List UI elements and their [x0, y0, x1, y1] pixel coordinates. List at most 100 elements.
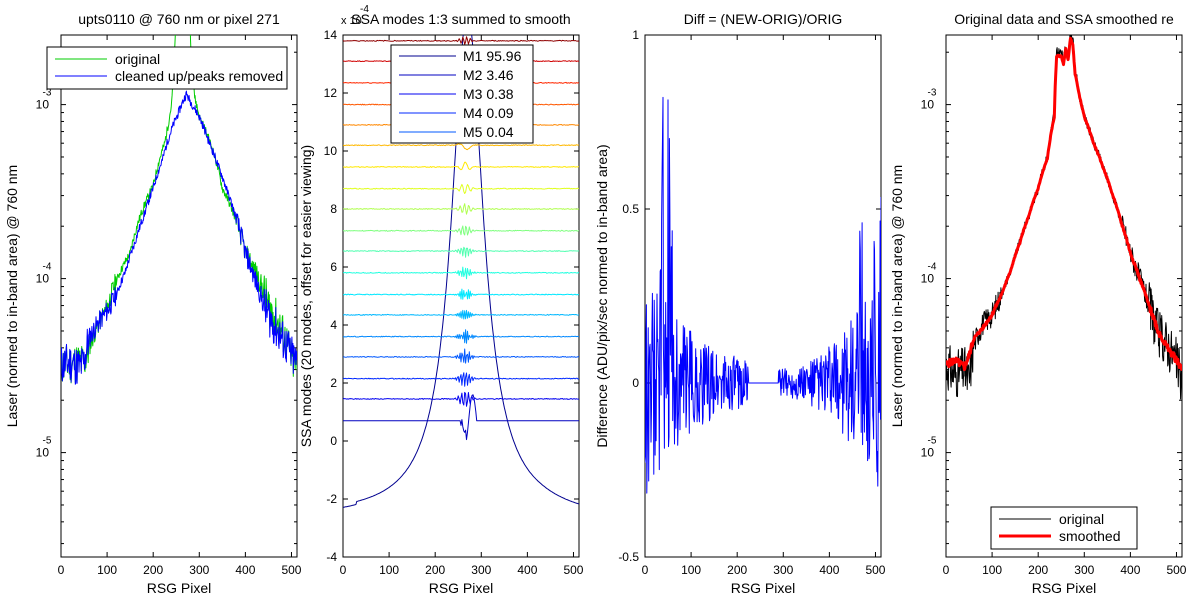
y-tick-exponent: -5: [928, 436, 937, 447]
chart-title: Original data and SSA smoothed re: [954, 11, 1174, 27]
x-tick-label: 200: [425, 563, 445, 577]
mode-line-9: [343, 266, 579, 280]
y-scale-exponent: -4: [360, 4, 369, 15]
x-tick-label: 200: [1028, 563, 1048, 577]
x-tick-label: 500: [865, 563, 885, 577]
y-tick-exponent: -5: [43, 436, 52, 447]
y-scale-factor: x 10: [341, 15, 362, 27]
mode-line-11: [343, 225, 579, 236]
x-tick-label: 400: [819, 563, 839, 577]
axes-box: [945, 34, 1183, 558]
y-tick-label: 8: [330, 202, 337, 216]
y-tick-label: 10: [921, 272, 935, 286]
chart-title: SSA modes 1:3 summed to smooth: [351, 11, 570, 27]
x-tick-label: 400: [1120, 563, 1140, 577]
legend-entry: M3 0.38: [463, 86, 514, 102]
mode-line-7: [343, 309, 579, 320]
diff-line: [645, 96, 881, 494]
plot-area-1: upts0110 @ 760 nm or pixel 271 0 100 200 300…: [4, 11, 302, 596]
x-tick-label: 300: [189, 563, 209, 577]
mode-line-5: [343, 348, 579, 364]
y-tick-label: 2: [330, 376, 337, 390]
mode-line-6: [343, 329, 579, 344]
x-tick-label: 500: [563, 563, 583, 577]
y-tick-label: 10: [921, 98, 935, 112]
mode-line-3: [343, 391, 579, 407]
x-tick-label: 300: [773, 563, 793, 577]
x-axis-label: RSG Pixel: [147, 580, 212, 596]
mode-line-8: [343, 288, 579, 300]
y-tick-label: 4: [330, 318, 337, 332]
y-tick-label: 6: [330, 260, 337, 274]
legend-entry: original: [1059, 511, 1104, 527]
mode-line-12: [343, 203, 579, 215]
legend-entry: smoothed: [1059, 528, 1120, 544]
x-tick-label: 200: [143, 563, 163, 577]
y-tick-label: 12: [324, 86, 338, 100]
x-tick-label: 100: [982, 563, 1002, 577]
y-tick-label: 14: [324, 28, 338, 42]
x-tick-label: 0: [58, 563, 65, 577]
y-tick-label: -4: [326, 550, 337, 564]
legend-entry: original: [115, 51, 160, 67]
y-tick-exponent: -4: [928, 262, 937, 273]
y-tick-label: 10: [36, 98, 50, 112]
y-axis-label: Laser (normed to in-band area) @ 760 nm: [889, 165, 905, 427]
plot-area-4: Original data and SSA smoothed re 0 100 200…: [889, 11, 1187, 596]
y-tick-label: 0: [632, 376, 639, 390]
legend-entry: M5 0.04: [463, 124, 514, 140]
chart-title: Diff = (NEW-ORIG)/ORIG: [684, 11, 843, 27]
y-axis-label: SSA modes (20 modes, offset for easier v…: [298, 145, 314, 447]
x-tick-label: 200: [727, 563, 747, 577]
y-tick-label: 0: [330, 434, 337, 448]
x-tick-label: 500: [281, 563, 301, 577]
mode-line-14: [343, 161, 579, 171]
mode-line-20: [343, 36, 579, 45]
x-tick-label: 100: [379, 563, 399, 577]
y-tick-label: 10: [36, 446, 50, 460]
x-tick-label: 300: [1074, 563, 1094, 577]
y-axis-label: Laser (normed to in-band area) @ 760 nm: [4, 165, 20, 427]
y-tick-label: 10: [324, 144, 338, 158]
legend-entry: M4 0.09: [463, 105, 514, 121]
x-axis-label: RSG Pixel: [731, 580, 796, 596]
mode-line-4: [343, 372, 579, 387]
axes-box: [60, 34, 298, 558]
plot-area-3: Diff = (NEW-ORIG)/ORIG 0 100 200 300 400 500 RS…: [594, 11, 886, 596]
x-tick-label: 0: [340, 563, 347, 577]
y-tick-exponent: -3: [928, 88, 937, 99]
legend: M1 95.96 M2 3.46 M3 0.38 M4 0.09 M5 0.04: [390, 44, 534, 144]
y-tick-label: 0.5: [622, 202, 639, 216]
series-cleaned-line: [61, 90, 297, 385]
x-tick-label: 0: [943, 563, 950, 577]
x-tick-label: 100: [97, 563, 117, 577]
x-tick-label: 500: [1166, 563, 1186, 577]
y-axis-label: Difference (ADU/pix/sec normed to in-ban…: [594, 144, 610, 447]
mode-line-2: [343, 394, 579, 441]
x-axis-label: RSG Pixel: [1032, 580, 1097, 596]
x-tick-label: 100: [681, 563, 701, 577]
x-axis-label: RSG Pixel: [429, 580, 494, 596]
series-group: [946, 35, 1182, 400]
legend-entry: cleaned up/peaks removed: [115, 68, 283, 84]
mode-line-13: [343, 183, 579, 194]
legend-entry: M2 3.46: [463, 67, 514, 83]
series-group: [61, 35, 297, 385]
y-tick-label: -2: [326, 492, 337, 506]
y-tick-label: 1: [632, 28, 639, 42]
y-tick-exponent: -4: [43, 262, 52, 273]
x-tick-label: 300: [471, 563, 491, 577]
mode-line-10: [343, 246, 579, 258]
series-smoothed-line: [946, 36, 1182, 372]
chart-title: upts0110 @ 760 nm or pixel 271: [78, 11, 280, 27]
legend-entry: M1 95.96: [463, 48, 522, 64]
y-tick-exponent: -3: [43, 88, 52, 99]
x-tick-label: 0: [642, 563, 649, 577]
y-tick-label: 10: [921, 446, 935, 460]
y-tick-label: 10: [36, 272, 50, 286]
x-tick-label: 400: [235, 563, 255, 577]
